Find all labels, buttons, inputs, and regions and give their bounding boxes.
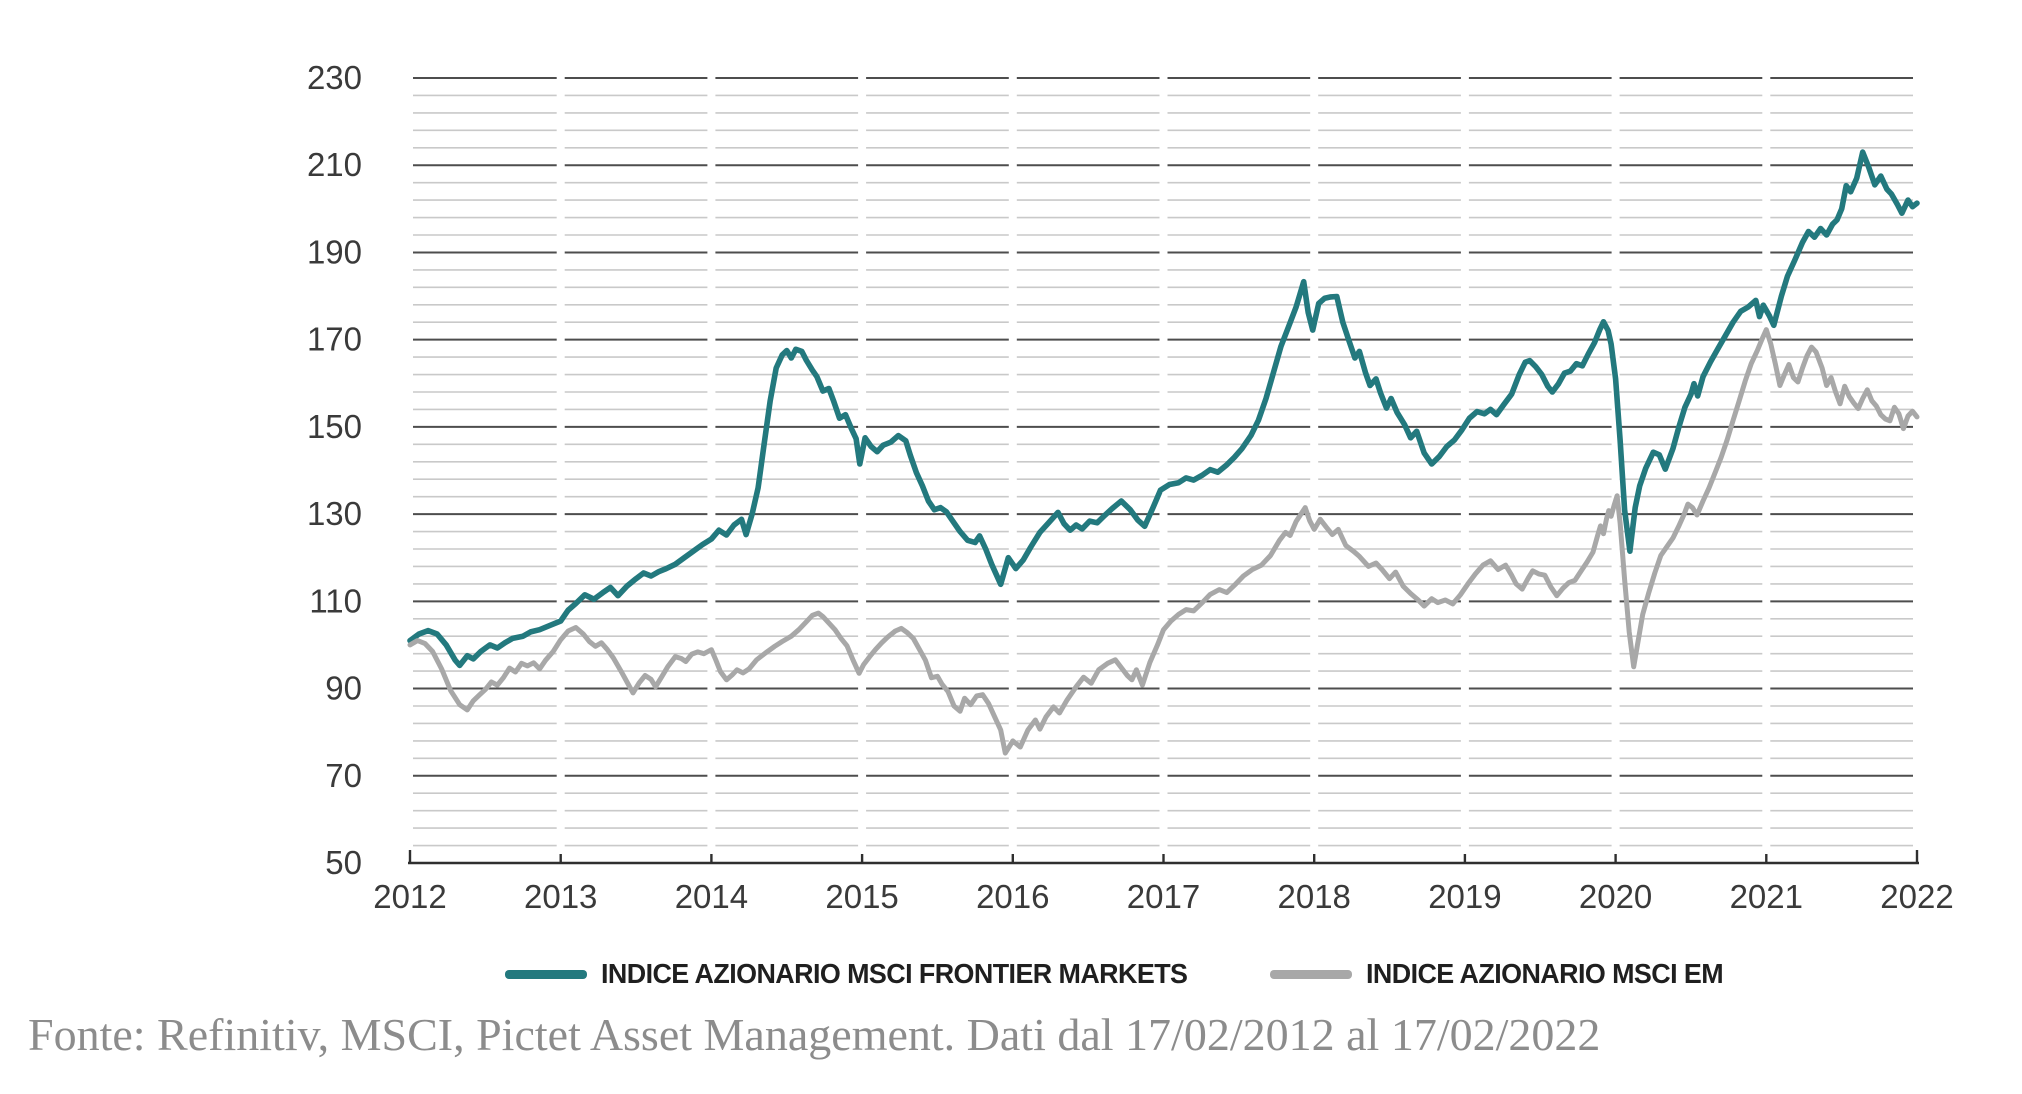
frontier-markets-line-swatch	[505, 969, 587, 979]
v-year-gap	[1762, 72, 1771, 859]
v-year-gap	[556, 72, 565, 859]
x-axis-label: 2016	[976, 878, 1049, 915]
x-axis-label: 2021	[1730, 878, 1803, 915]
legend-item-em: INDICE AZIONARIO MSCI EM	[1269, 958, 1738, 990]
v-year-gap	[707, 72, 716, 859]
v-year-gap	[1159, 72, 1168, 859]
x-axis-label: 2013	[524, 878, 597, 915]
v-year-gap	[1611, 72, 1620, 859]
y-axis-label: 130	[307, 495, 362, 532]
x-axis-label: 2018	[1277, 878, 1350, 915]
em-line	[407, 327, 1920, 756]
x-axis-label: 2019	[1428, 878, 1501, 915]
y-axis-label: 90	[325, 670, 362, 707]
x-axis-label: 2012	[373, 878, 446, 915]
x-axis-label: 2015	[825, 878, 898, 915]
v-year-gap	[1310, 72, 1319, 859]
y-axis-label: 190	[307, 233, 362, 270]
em-legend-label: INDICE AZIONARIO MSCI EM	[1365, 958, 1724, 989]
x-axis-label: 2014	[675, 878, 748, 915]
y-axis-label: 170	[307, 321, 362, 358]
y-axis-label: 50	[325, 844, 362, 881]
y-axis-label: 110	[309, 582, 362, 619]
y-axis-label: 150	[307, 408, 362, 445]
em-line-swatch	[1269, 969, 1352, 979]
y-axis-label: 230	[307, 59, 362, 96]
frontier-markets-legend-label: INDICE AZIONARIO MSCI FRONTIER MARKETS	[601, 958, 1188, 989]
frontier-markets-line	[407, 149, 1920, 669]
x-axis-label: 2022	[1880, 878, 1953, 915]
y-axis-label: 70	[325, 757, 362, 794]
v-year-gap	[1008, 72, 1017, 859]
legend-item-frontier-markets: INDICE AZIONARIO MSCI FRONTIER MARKETS	[505, 958, 1212, 990]
v-year-gap	[1460, 72, 1469, 859]
legend: INDICE AZIONARIO MSCI FRONTIER MARKETS I…	[505, 958, 1738, 990]
source-note: Fonte: Refinitiv, MSCI, Pictet Asset Man…	[28, 1009, 1601, 1060]
x-axis-label: 2017	[1127, 878, 1200, 915]
x-axis-label: 2020	[1579, 878, 1652, 915]
y-axis-label: 210	[307, 146, 362, 183]
